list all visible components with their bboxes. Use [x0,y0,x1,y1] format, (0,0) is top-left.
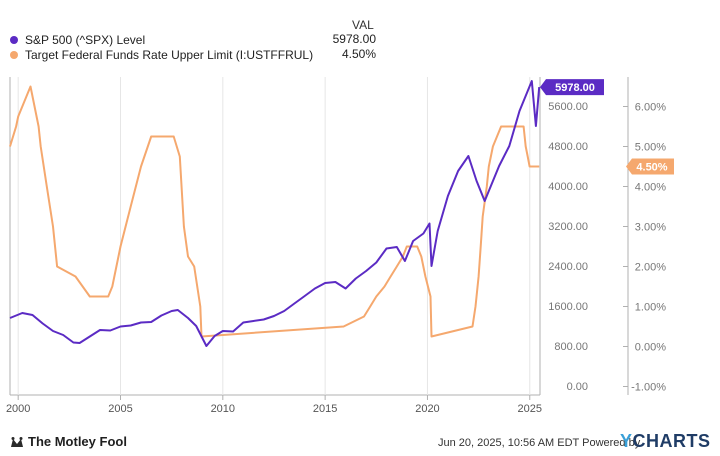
timestamp-text: Jun 20, 2025, 10:56 AM EDT Powered by [438,437,640,449]
fedfunds-line [9,85,540,338]
ycharts-logo[interactable]: YCHARTS [620,431,711,452]
y-right-tick-label: 6.00% [635,102,666,114]
jester-cap-icon [11,436,23,447]
y-left-tick-label: 5600.00 [548,101,588,113]
legend-item-fedfunds[interactable]: Target Federal Funds Rate Upper Limit (I… [10,47,313,63]
legend-header: VAL [352,18,374,32]
spx-last-value-label: 5978.00 [555,82,595,94]
motley-fool-logo[interactable]: The Motley Fool [10,434,127,449]
legend: VAL S&P 500 (^SPX) Level 5978.00 Target … [0,0,720,70]
motley-fool-text: The Motley Fool [28,434,127,449]
spx-legend-dot [10,36,18,44]
y-left-tick-label: 3200.00 [548,221,588,233]
fedfunds-legend-label: Target Federal Funds Rate Upper Limit (I… [25,48,314,62]
footer: The Motley Fool Jun 20, 2025, 10:56 AM E… [0,426,720,456]
x-tick-label: 2010 [211,403,235,415]
legend-item-spx[interactable]: S&P 500 (^SPX) Level [10,32,145,48]
ycharts-logo-y: Y [620,431,633,451]
y-left-tick-label: 1600.00 [548,301,588,313]
spx-legend-label: S&P 500 (^SPX) Level [25,33,146,47]
y-right-tick-label: 2.00% [635,262,666,274]
fedfunds-last-value-tag [626,158,674,175]
y-left-tick-label: 800.00 [554,341,588,353]
y-right-tick-label: 0.00% [635,342,666,354]
x-tick-label: 2000 [6,403,30,415]
y-left-tick-label: 4000.00 [548,181,588,193]
timestamp: Jun 20, 2025, 10:56 AM EDT [438,437,580,449]
fedfunds-legend-dot [10,51,18,59]
chart: 2000 2005 2010 2015 2020 2025 0.00 800.00 1600.0… [6,77,674,415]
x-tick-label: 2020 [415,403,439,415]
y-right-tick-label: 4.00% [635,182,666,194]
powered-by: Powered by [582,437,641,449]
y-right-tick-label: 3.00% [635,222,666,234]
ycharts-logo-text: CHARTS [632,431,711,451]
spx-last-value-tag [540,79,604,96]
spx-line [9,80,541,347]
x-tick-label: 2015 [313,403,337,415]
y-right-tick-label: 5.00% [635,142,666,154]
y-left-tick-label: 4800.00 [548,141,588,153]
y-left-tick-label: 0.00 [567,381,588,393]
y-left-tick-label: 2400.00 [548,261,588,273]
spx-legend-value: 5978.00 [332,32,376,46]
x-tick-label: 2025 [518,403,542,415]
fedfunds-legend-value: 4.50% [341,47,376,61]
y-right-tick-label: 1.00% [635,302,666,314]
fedfunds-last-value-label: 4.50% [636,162,667,174]
y-right-tick-label: -1.00% [631,382,666,394]
x-tick-label: 2005 [108,403,132,415]
